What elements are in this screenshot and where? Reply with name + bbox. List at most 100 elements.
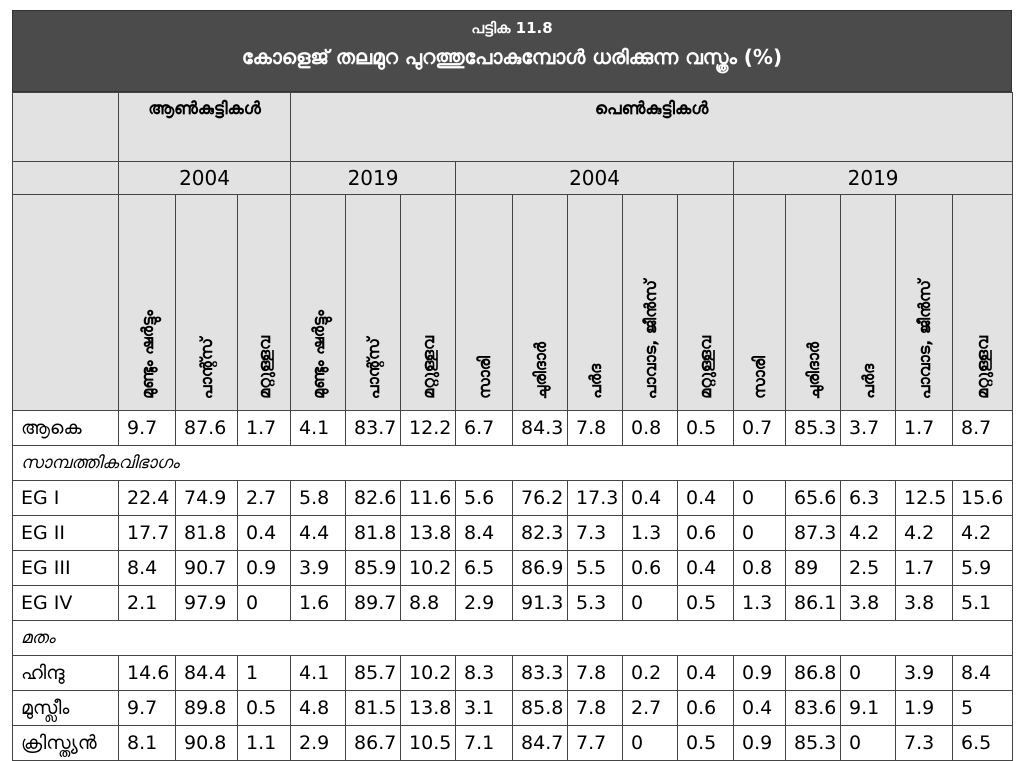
cell: 81.5 (345, 690, 402, 726)
cell: 0.8 (733, 550, 787, 586)
cell: 8.4 (952, 655, 1014, 691)
section-label: മതം (11, 620, 1014, 656)
cell: 85.3 (785, 410, 842, 446)
cell: 7.3 (567, 515, 624, 551)
cell: 4.2 (840, 515, 897, 551)
cell: 86.1 (785, 585, 842, 621)
year-header: 2004 (455, 161, 735, 195)
column-header-text: പാവാട, ജീൻസ് (640, 279, 660, 399)
table-heading: കോളെജ് തലമുറ പുറത്തുപോകുമ്പോൾ ധരിക്കുന്ന… (241, 45, 783, 69)
cell: 6.3 (840, 480, 897, 516)
cell: 4.4 (290, 515, 347, 551)
cell: 81.8 (175, 515, 238, 551)
cell: 8.8 (400, 585, 457, 621)
cell: 8.3 (455, 655, 514, 691)
cell: 0.5 (677, 725, 735, 761)
cell: 83.3 (512, 655, 569, 691)
table-row: EG IV 2.1 97.9 0 1.6 89.7 8.8 2.9 91.3 5.3 0 0.5 1.3… (12, 585, 1014, 621)
column-header-text: പാന്റ്സ് (363, 337, 383, 399)
cell: 85.9 (345, 550, 402, 586)
column-header: മുണ്ടും ഷർട്ടും (118, 194, 176, 411)
cell: 0 (236, 585, 292, 621)
cell: 86.7 (345, 725, 402, 761)
table-row: EG III 8.4 90.7 0.9 3.9 85.9 10.2 6.5 86.9 5.5 0.6… (12, 550, 1014, 586)
cell: 1.1 (236, 725, 292, 761)
cell: 89.7 (345, 585, 402, 621)
cell: 1.3 (622, 515, 679, 551)
cell: 12.5 (895, 480, 954, 516)
cell: 0.4 (733, 690, 787, 726)
cell: 0.4 (236, 515, 292, 551)
year-row: 2004 2019 2004 2019 (12, 161, 1014, 195)
cell: 85.8 (512, 690, 569, 726)
section-label: സാമ്പത്തികവിഭാഗം (11, 445, 1014, 481)
cell: 0.8 (622, 410, 679, 446)
data-table: ആൺകുട്ടികൾ പെൺകുട്ടികൾ 2004 2019 2004 20… (11, 92, 1014, 761)
cell: 5.6 (455, 480, 514, 516)
cell: 5.8 (290, 480, 347, 516)
cell: 87.3 (785, 515, 842, 551)
column-header: പർദ (567, 194, 624, 411)
column-header: മറ്റുള്ളവ (400, 194, 457, 411)
cell: 89.8 (175, 690, 238, 726)
cell: 10.2 (400, 655, 457, 691)
column-header-text: ചുരിദാർ (803, 341, 823, 399)
cell: 0.9 (236, 550, 292, 586)
column-header: പാവാട, ജീൻസ് (622, 194, 679, 411)
cell: 0.4 (622, 480, 679, 516)
row-label: EG II (12, 515, 119, 551)
cell: 5.9 (952, 550, 1014, 586)
table-row: സാമ്പത്തികവിഭാഗം (11, 445, 1014, 481)
cell: 90.8 (175, 725, 238, 761)
cell: 7.7 (567, 725, 624, 761)
cell: 0 (733, 515, 787, 551)
column-header: മറ്റുള്ളവ (677, 194, 735, 411)
cell: 0 (840, 725, 897, 761)
cell: 6.5 (952, 725, 1014, 761)
cell: 1.7 (236, 410, 292, 446)
cell: 5.1 (952, 585, 1014, 621)
cell: 3.7 (840, 410, 897, 446)
cell: 4.1 (290, 655, 347, 691)
cell: 8.7 (952, 410, 1014, 446)
cell: 0.6 (677, 690, 735, 726)
column-header-text: പർദ (585, 364, 605, 399)
title-bar: പട്ടിക 11.8 കോളെജ് തലമുറ പുറത്തുപോകുമ്പോ… (12, 10, 1012, 92)
row-label: ഹിന്ദു (12, 655, 119, 691)
cell: 0 (733, 480, 787, 516)
year-header: 2004 (117, 161, 292, 195)
column-header: സാരി (733, 194, 787, 411)
cell: 4.1 (290, 410, 347, 446)
cell: 7.3 (895, 725, 954, 761)
cell: 2.7 (236, 480, 292, 516)
cell: 1.7 (895, 550, 954, 586)
table-row: ക്രിസ്ത്യൻ 8.1 90.8 1.1 2.9 86.7 10.5 7.1 84.7 7.… (12, 725, 1014, 761)
cell: 0 (622, 725, 679, 761)
column-header-text: മുണ്ടും ഷർട്ടും (137, 310, 157, 399)
cell: 86.8 (785, 655, 842, 691)
cell: 5 (952, 690, 1014, 726)
column-header: പാവാട, ജീൻസ് (895, 194, 954, 411)
column-header-text: മറ്റുള്ളവ (973, 336, 993, 399)
cell: 1 (236, 655, 292, 691)
cell: 7.8 (567, 410, 624, 446)
cell: 0.2 (622, 655, 679, 691)
cell: 85.3 (785, 725, 842, 761)
cell: 84.3 (512, 410, 569, 446)
column-header-text: ചുരിദാർ (530, 341, 550, 399)
column-header-text: സാരി (750, 356, 770, 399)
cell: 86.9 (512, 550, 569, 586)
cell: 9.7 (118, 410, 176, 446)
group-header: പെൺകുട്ടികൾ (290, 92, 1014, 162)
cell: 90.7 (175, 550, 238, 586)
cell: 0.7 (733, 410, 787, 446)
table-row: ആകെ 9.7 87.6 1.7 4.1 83.7 12.2 6.7 84.3 7.8 0.8 0.5… (12, 410, 1014, 446)
cell: 74.9 (175, 480, 238, 516)
table-row: മതം (11, 620, 1014, 656)
column-header-text: മറ്റുള്ളവ (418, 336, 438, 399)
cell: 89 (785, 550, 842, 586)
cell: 5.3 (567, 585, 624, 621)
cell: 83.6 (785, 690, 842, 726)
cell: 11.6 (400, 480, 457, 516)
cell: 0.4 (677, 550, 735, 586)
